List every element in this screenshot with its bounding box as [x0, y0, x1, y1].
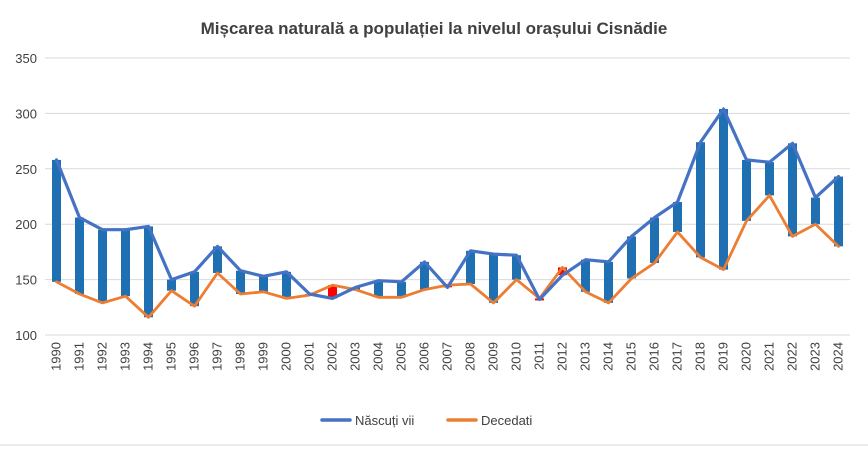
y-tick-label: 250: [15, 162, 37, 177]
up-bar: [581, 259, 590, 292]
up-bar: [627, 236, 636, 279]
y-tick-label: 200: [15, 217, 37, 232]
y-tick-label: 150: [15, 273, 37, 288]
grid-lines: [45, 57, 850, 336]
x-tick-label: 2008: [463, 342, 478, 371]
x-tick-label: 2010: [509, 342, 524, 371]
x-tick-label: 2004: [371, 342, 386, 371]
up-bar: [696, 142, 705, 258]
y-tick-label: 100: [15, 328, 37, 343]
series-line-nascuti-vii: [54, 107, 841, 302]
y-tick-label: 300: [15, 106, 37, 121]
x-tick-label: 1997: [210, 342, 225, 371]
up-bar: [98, 229, 107, 303]
up-bar: [765, 162, 774, 196]
x-tick-label: 2017: [670, 342, 685, 371]
up-bar: [466, 250, 475, 285]
up-bar: [489, 254, 498, 303]
up-bar: [374, 280, 383, 298]
x-tick-label: 1994: [141, 342, 156, 371]
up-bar: [282, 271, 291, 299]
x-tick-label: 1991: [72, 342, 87, 371]
x-tick-label: 2006: [417, 342, 432, 371]
up-down-bars: [52, 108, 843, 318]
up-bar: [259, 276, 268, 292]
x-tick-label: 2020: [739, 342, 754, 371]
x-tick-label: 2021: [762, 342, 777, 371]
x-tick-label: 1990: [49, 342, 64, 371]
up-bar: [788, 143, 797, 237]
legend-item-decedati[interactable]: Decedati: [446, 413, 532, 428]
up-bar: [236, 270, 245, 295]
x-tick-label: 2014: [601, 342, 616, 371]
y-tick-label: 350: [15, 51, 37, 66]
legend-label: Născuți vii: [355, 413, 414, 428]
series-lines: [54, 107, 841, 319]
up-bar: [75, 217, 84, 295]
x-tick-label: 2013: [578, 342, 593, 371]
up-bar: [604, 261, 613, 303]
up-bar: [420, 261, 429, 290]
up-bar: [144, 226, 153, 318]
x-tick-label: 1998: [233, 342, 248, 371]
x-tick-label: 2019: [716, 342, 731, 371]
x-tick-label: 2002: [325, 342, 340, 371]
x-tick-label: 2015: [624, 342, 639, 371]
x-tick-label: 1992: [95, 342, 110, 371]
x-tick-label: 2023: [808, 342, 823, 371]
up-bar: [834, 176, 843, 247]
x-tick-label: 2016: [647, 342, 662, 371]
chart-title: Mișcarea naturală a populației la nivelu…: [201, 19, 668, 38]
x-axis-ticks: 1990 1991 1992 1993 1994 1995 1996 1997 1998 1999…: [49, 342, 846, 371]
x-tick-label: 2001: [302, 342, 317, 371]
x-tick-label: 2011: [532, 342, 547, 370]
legend-label: Decedati: [481, 413, 532, 428]
legend-item-nascuti-vii[interactable]: Născuți vii: [320, 413, 414, 428]
up-bar: [742, 159, 751, 221]
up-bar: [121, 229, 130, 297]
x-tick-label: 1996: [187, 342, 202, 371]
down-bar: [328, 285, 337, 299]
x-tick-label: 1995: [164, 342, 179, 371]
up-bar: [673, 202, 682, 232]
up-bar: [190, 271, 199, 307]
y-axis-ticks: 100 150 200 250 300 350: [15, 51, 37, 343]
up-bar: [512, 255, 521, 280]
up-bar: [811, 197, 820, 225]
x-tick-label: 2022: [785, 342, 800, 371]
x-tick-label: 2012: [555, 342, 570, 371]
down-bar: [558, 267, 567, 276]
x-tick-label: 1993: [118, 342, 133, 371]
x-tick-label: 2007: [440, 342, 455, 371]
up-bar: [719, 108, 728, 270]
up-bar: [213, 246, 222, 273]
up-bar: [650, 217, 659, 263]
legend[interactable]: Născuți vii Decedati: [320, 413, 532, 428]
up-bar: [167, 279, 176, 291]
x-tick-label: 2003: [348, 342, 363, 371]
up-bar: [52, 159, 61, 282]
x-tick-label: 2018: [693, 342, 708, 371]
x-tick-label: 2009: [486, 342, 501, 371]
x-tick-label: 1999: [256, 342, 271, 371]
x-tick-label: 2000: [279, 342, 294, 371]
up-bar: [397, 281, 406, 298]
x-tick-label: 2024: [831, 342, 846, 371]
x-tick-label: 2005: [394, 342, 409, 371]
